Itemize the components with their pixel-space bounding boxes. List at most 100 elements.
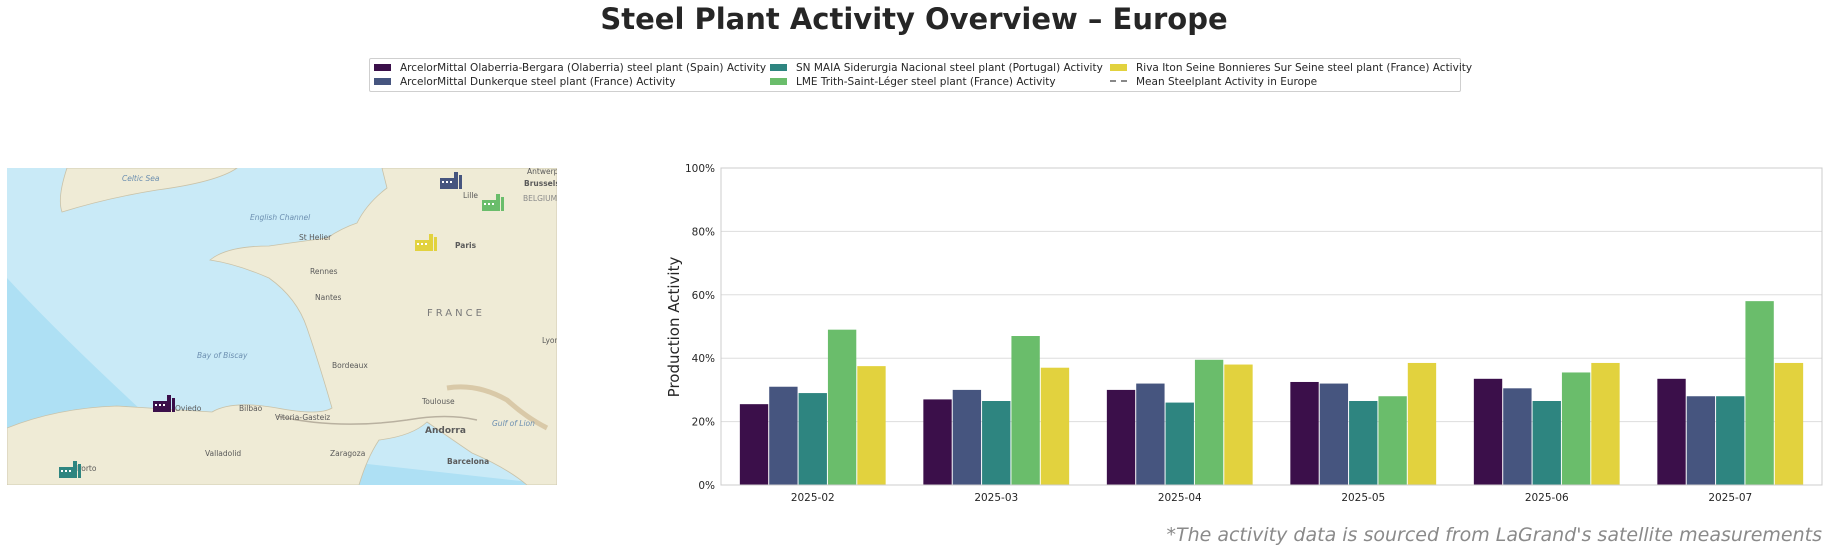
footnote: *The activity data is sourced from LaGra… (1166, 524, 1822, 546)
bar-2025-07-s1 (1686, 396, 1716, 485)
bar-2025-07-s3 (1745, 301, 1774, 485)
map-label-vitoria: Vitoria-Gasteiz (275, 413, 330, 422)
legend-swatch-olaberria (374, 64, 391, 71)
bar-2025-04-s1 (1136, 383, 1165, 485)
bar-2025-02-s0 (739, 404, 769, 485)
map-label-belgium: BELGIUM (523, 194, 557, 203)
bar-2025-05-s2 (1349, 400, 1378, 485)
legend-dash-mean (1110, 80, 1127, 82)
y-tick-label: 0% (698, 480, 715, 492)
bar-2025-03-s0 (923, 399, 952, 485)
map-label-lille: Lille (463, 191, 478, 200)
bar-2025-05-s3 (1378, 396, 1407, 485)
bar-2025-07-s2 (1716, 396, 1745, 485)
bar-2025-02-s4 (857, 366, 886, 485)
map-border (276, 415, 478, 425)
map-label-brussels: Brussels (524, 179, 557, 188)
legend-label-trith: LME Trith-Saint-Léger steel plant (Franc… (796, 76, 1056, 88)
bar-2025-03-s4 (1040, 367, 1070, 485)
y-tick-label: 40% (692, 353, 715, 365)
map-england (59, 168, 238, 213)
bar-2025-06-s2 (1532, 400, 1561, 485)
map-label-antwerp: Antwerp (527, 168, 557, 176)
bar-2025-05-s1 (1319, 383, 1349, 485)
bar-2025-05-s0 (1290, 381, 1319, 485)
map-svg: Celtic Sea English Channel Lille Brussel… (7, 168, 557, 485)
y-axis-label: Production Activity (665, 257, 683, 398)
y-tick-label: 80% (692, 226, 715, 238)
map-label-andorra: Andorra (425, 426, 466, 436)
grid-layer (721, 167, 1822, 486)
ticks-layer: 0% 20% 40% 60% 80% 100% 2025-02 2025-03 2025-04 2… (685, 163, 1752, 504)
map-label-nantes: Nantes (315, 293, 342, 302)
bar-2025-05-s4 (1407, 362, 1437, 485)
bar-2025-07-s0 (1657, 378, 1686, 485)
plant-map: Celtic Sea English Channel Lille Brussel… (7, 168, 557, 485)
chart-legend: ArcelorMittal Olaberria-Bergara (Olaberr… (369, 58, 1472, 92)
bar-2025-04-s4 (1224, 364, 1253, 485)
bar-2025-03-s3 (1011, 336, 1040, 485)
map-pyrenees (446, 384, 549, 431)
bars-layer (739, 301, 1804, 485)
y-tick-label: 100% (685, 163, 715, 175)
legend-item-mean: Mean Steelplant Activity in Europe (1110, 76, 1317, 88)
legend-label-olaberria: ArcelorMittal Olaberria-Bergara (Olaberr… (400, 62, 767, 74)
map-label-english-channel: English Channel (250, 213, 311, 222)
bar-2025-03-s2 (982, 400, 1011, 485)
legend-item-dunkerque: ArcelorMittal Dunkerque steel plant (Fra… (374, 76, 675, 88)
legend-swatch-maia (770, 64, 787, 71)
legend-swatch-trith (770, 78, 787, 85)
bar-2025-04-s2 (1165, 402, 1194, 485)
map-label-st-helier: St Helier (299, 233, 332, 242)
legend-label-riva: Riva Iton Seine Bonnieres Sur Seine stee… (1136, 62, 1473, 74)
bar-2025-06-s0 (1473, 378, 1503, 485)
map-label-valladolid: Valladolid (205, 449, 241, 458)
map-label-lyon: Lyon (542, 336, 557, 345)
legend-swatch-dunkerque (374, 78, 391, 85)
bar-2025-02-s3 (827, 329, 857, 485)
bar-2025-03-s1 (952, 389, 982, 485)
legend-label-mean: Mean Steelplant Activity in Europe (1136, 76, 1318, 88)
factory-icon-olaberria (153, 395, 175, 412)
legend-label-dunkerque: ArcelorMittal Dunkerque steel plant (Fra… (400, 76, 676, 88)
map-label-zaragoza: Zaragoza (330, 449, 365, 458)
x-tick-label: 2025-06 (1525, 492, 1569, 504)
factory-icon-dunkerque (440, 172, 462, 189)
map-label-gulf-of-lion: Gulf of Lion (492, 419, 535, 428)
y-tick-label: 60% (692, 290, 715, 302)
bar-2025-06-s4 (1591, 362, 1620, 485)
page-title: Steel Plant Activity Overview – Europe (600, 2, 1228, 36)
map-label-bay-of-biscay: Bay of Biscay (197, 351, 248, 360)
map-label-toulouse: Toulouse (421, 397, 455, 406)
legend-label-maia: SN MAIA Siderurgia Nacional steel plant … (796, 62, 1103, 74)
factory-icon-maia (59, 461, 81, 478)
legend-item-trith: LME Trith-Saint-Léger steel plant (Franc… (770, 76, 1056, 88)
bar-2025-06-s1 (1503, 388, 1532, 485)
x-tick-label: 2025-03 (974, 492, 1018, 504)
y-tick-label: 20% (692, 417, 715, 429)
bar-2025-06-s3 (1561, 372, 1591, 485)
x-tick-label: 2025-04 (1158, 492, 1202, 504)
legend-swatch-riva (1110, 64, 1127, 71)
legend-item-olaberria: ArcelorMittal Olaberria-Bergara (Olaberr… (374, 62, 766, 74)
factory-icon-trith (482, 194, 504, 211)
bar-2025-04-s3 (1194, 359, 1224, 485)
map-label-bilbao: Bilbao (239, 404, 263, 413)
map-label-barcelona: Barcelona (447, 457, 489, 466)
map-label-porto: Porto (77, 464, 97, 473)
map-label-rennes: Rennes (310, 267, 338, 276)
x-tick-label: 2025-05 (1341, 492, 1385, 504)
legend-item-maia: SN MAIA Siderurgia Nacional steel plant … (770, 62, 1103, 74)
map-label-france: FRANCE (427, 308, 485, 319)
map-label-celtic-sea: Celtic Sea (122, 174, 160, 183)
bar-2025-02-s1 (769, 386, 798, 485)
map-label-paris: Paris (455, 241, 477, 250)
x-tick-label: 2025-07 (1708, 492, 1752, 504)
bar-2025-04-s0 (1106, 389, 1136, 485)
x-tick-label: 2025-02 (791, 492, 835, 504)
legend-item-riva: Riva Iton Seine Bonnieres Sur Seine stee… (1110, 62, 1472, 74)
bar-2025-07-s4 (1774, 362, 1804, 485)
plot-frame (720, 167, 1823, 486)
map-label-bordeaux: Bordeaux (332, 361, 368, 370)
